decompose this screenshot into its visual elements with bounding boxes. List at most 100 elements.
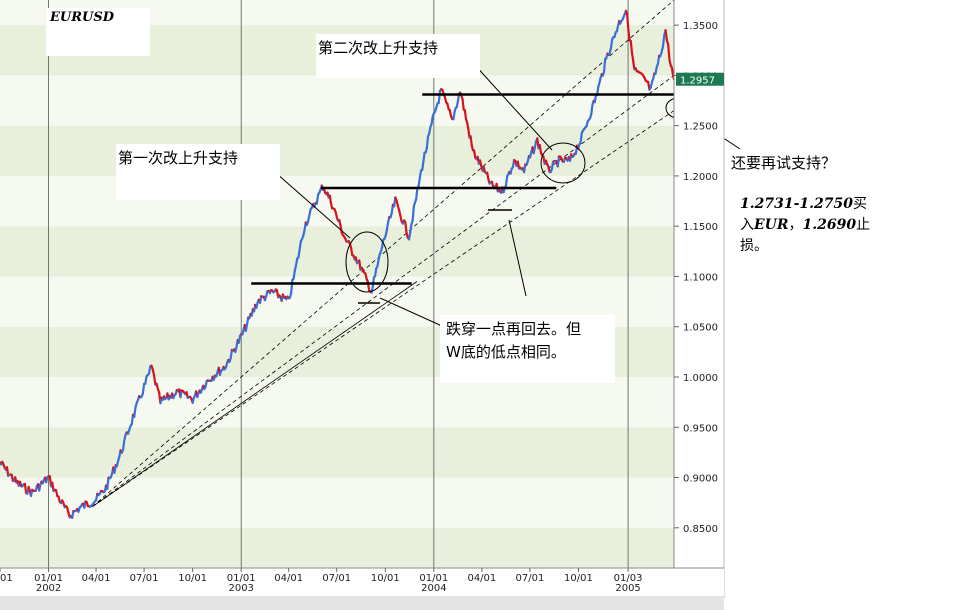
support-lines bbox=[251, 93, 674, 304]
price-segment bbox=[523, 163, 527, 174]
y-tick-label: 1.3500 bbox=[683, 21, 718, 32]
annotation-buy: 买 bbox=[852, 196, 867, 212]
price-segment bbox=[407, 231, 412, 241]
x-year-label: 2005 bbox=[615, 583, 640, 594]
y-tick-label: 1.2000 bbox=[683, 172, 718, 183]
price-segment bbox=[421, 160, 425, 172]
trendline bbox=[92, 110, 675, 508]
trendline bbox=[92, 281, 418, 508]
price-segment bbox=[418, 169, 423, 179]
price-segment bbox=[409, 222, 413, 234]
annotation-first-support-text: 第一次改上升支持 bbox=[118, 149, 239, 167]
y-axis-panel bbox=[674, 0, 724, 598]
band bbox=[0, 125, 674, 176]
price-segment bbox=[590, 103, 594, 116]
price-segment bbox=[626, 13, 630, 31]
price-segment bbox=[229, 348, 233, 360]
x-tick-label: 07/01 bbox=[130, 573, 159, 584]
x-tick-label: 01/03 bbox=[614, 573, 643, 584]
price-segment bbox=[472, 149, 477, 159]
scrollbar-track bbox=[0, 596, 724, 610]
price-segment bbox=[292, 269, 296, 280]
chart-title: EURUSD bbox=[50, 10, 115, 25]
price-segment bbox=[376, 258, 380, 268]
x-tick-label: 04/01 bbox=[82, 573, 111, 584]
price-segment bbox=[315, 193, 320, 205]
price-segment bbox=[339, 224, 343, 234]
price-segment bbox=[147, 365, 152, 375]
annotation-comma: ， bbox=[788, 217, 803, 233]
price-segment bbox=[556, 155, 561, 168]
annotation-trade-plan: 1.2731-1.2750买 入EUR，1.2690止 损。 bbox=[740, 194, 870, 257]
band bbox=[0, 226, 674, 277]
x-tick-label: 01 bbox=[0, 573, 13, 584]
x-year-label: 2003 bbox=[228, 583, 253, 594]
band bbox=[0, 75, 674, 126]
x-year-label: 2002 bbox=[36, 583, 61, 594]
current-price-tag bbox=[676, 72, 724, 86]
price-segment bbox=[294, 257, 299, 267]
price-segment bbox=[133, 406, 137, 418]
y-tick-label: 1.0500 bbox=[683, 323, 718, 334]
trendline bbox=[92, 0, 675, 507]
x-tick-label: 07/01 bbox=[515, 573, 544, 584]
price-segment bbox=[152, 374, 157, 386]
annotation-second-support: 第二次改上升支持 bbox=[316, 34, 480, 78]
price-segment bbox=[141, 382, 146, 395]
y-tick-label: 0.9000 bbox=[683, 474, 718, 485]
highlight-circle bbox=[540, 142, 586, 184]
x-tick-label: 04/01 bbox=[467, 573, 496, 584]
x-tick-label: 10/01 bbox=[178, 573, 207, 584]
x-year-label: 2004 bbox=[421, 583, 446, 594]
leader-line bbox=[508, 219, 527, 297]
price-segment bbox=[179, 389, 183, 399]
y-tick-label: 1.1500 bbox=[683, 222, 718, 233]
price-segment bbox=[629, 39, 634, 54]
x-tick-label: 01/01 bbox=[34, 573, 63, 584]
price-series bbox=[0, 9, 676, 519]
band bbox=[0, 477, 674, 528]
annotation-stop: 止 bbox=[856, 217, 871, 233]
price-segment bbox=[661, 34, 666, 48]
y-tick-label: 0.9500 bbox=[683, 423, 718, 434]
price-segment bbox=[381, 238, 385, 249]
band bbox=[0, 427, 674, 478]
annotation-w-bottom-line1: 跌穿一点再回去。但 bbox=[446, 320, 582, 338]
price-segment bbox=[630, 51, 635, 63]
x-tick-label: 01/01 bbox=[419, 573, 448, 584]
price-segment bbox=[404, 221, 408, 235]
x-axis-panel bbox=[0, 568, 724, 598]
annotation-loss: 损。 bbox=[740, 238, 768, 254]
annotation-w-bottom-line2: W底的低点相同。 bbox=[446, 343, 566, 361]
price-segment bbox=[579, 131, 583, 144]
price-segment bbox=[467, 127, 471, 139]
price-segment bbox=[602, 57, 607, 73]
price-segment bbox=[244, 323, 249, 332]
price-segment bbox=[463, 109, 468, 121]
price-segment bbox=[632, 60, 636, 71]
price-segment bbox=[290, 278, 294, 295]
price-segment bbox=[670, 66, 675, 76]
leader-line bbox=[473, 63, 553, 151]
annotation-first-support: 第一次改上升支持 bbox=[116, 144, 280, 200]
price-segment bbox=[425, 135, 430, 149]
y-tick-label: 1.2500 bbox=[683, 122, 718, 133]
price-segment bbox=[538, 144, 543, 154]
annotation-w-bottom: 跌穿一点再回去。但 W底的低点相同。 bbox=[440, 315, 615, 383]
y-tick-label: 1.0000 bbox=[683, 373, 718, 384]
price-segment bbox=[593, 93, 598, 104]
leader-line bbox=[379, 297, 443, 327]
price-segment bbox=[411, 205, 415, 222]
price-segment bbox=[121, 439, 126, 452]
leader-line bbox=[267, 165, 351, 239]
price-segment bbox=[627, 28, 631, 42]
price-segment bbox=[297, 248, 301, 259]
current-price-label: 1.2957 bbox=[680, 76, 715, 87]
price-segment bbox=[51, 481, 55, 493]
band bbox=[0, 527, 674, 568]
price-segment bbox=[667, 43, 671, 62]
price-segment bbox=[237, 334, 242, 344]
price-segment bbox=[373, 267, 378, 278]
price-segment bbox=[664, 29, 668, 42]
y-tick-label: 0.8500 bbox=[683, 524, 718, 535]
